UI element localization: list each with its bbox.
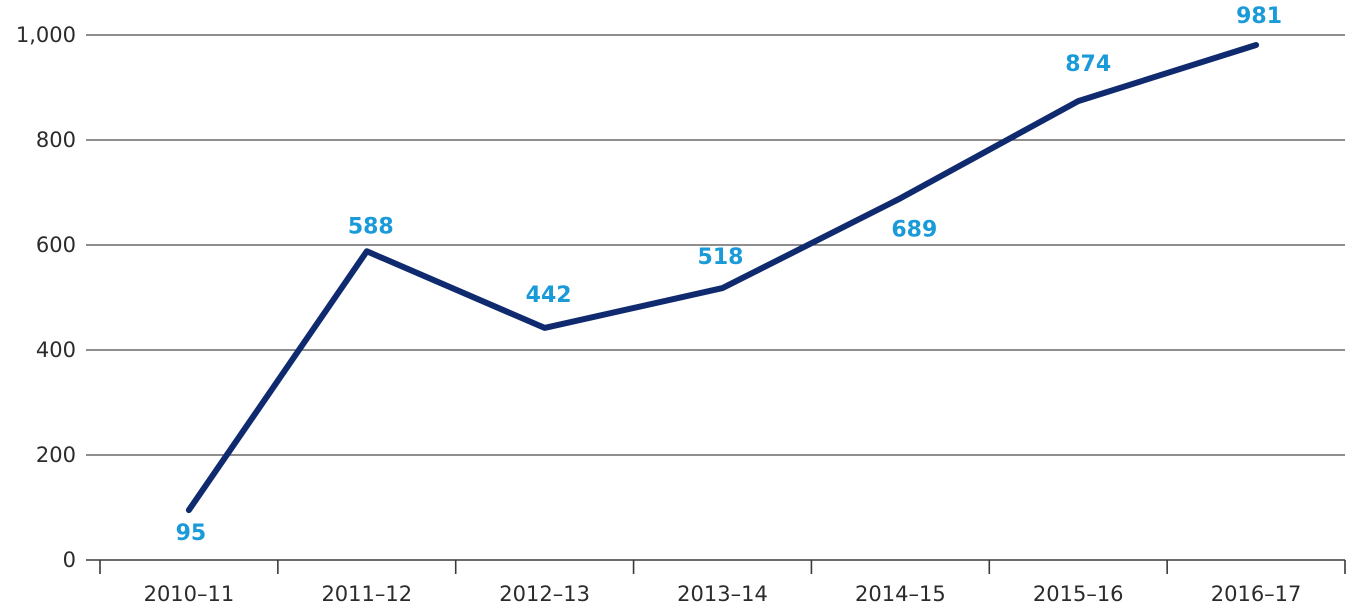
y-tick-label: 1,000 [16,23,76,47]
data-label: 981 [1236,4,1282,29]
y-tick-label: 200 [36,443,76,467]
x-tick-label: 2012–13 [499,582,590,606]
data-label: 588 [348,214,394,239]
data-label: 518 [698,245,744,270]
y-tick-label: 0 [63,548,76,572]
y-tick-label: 600 [36,233,76,257]
x-axis: 2010–11 2011–12 2012–13 2013–14 2014–15 2015–… [86,559,1346,606]
data-label: 95 [176,521,207,546]
y-tick-label: 800 [36,128,76,152]
series-layer [185,42,1260,514]
x-tick-label: 2013–14 [677,582,768,606]
data-label: 442 [526,283,572,308]
x-tick-label: 2011–12 [321,582,412,606]
data-label: 689 [891,217,937,242]
series-line [185,42,1260,514]
data-label: 874 [1065,52,1111,77]
x-tick-label: 2014–15 [855,582,946,606]
x-tick-label: 2010–11 [144,582,235,606]
y-axis-ticks: 0 200 400 600 800 1,000 [16,23,76,572]
x-tick-label: 2016–17 [1211,582,1302,606]
y-tick-label: 400 [36,338,76,362]
data-labels: 95 588 442 518 689 874 981 [176,4,1282,546]
x-tick-label: 2015–16 [1033,582,1124,606]
